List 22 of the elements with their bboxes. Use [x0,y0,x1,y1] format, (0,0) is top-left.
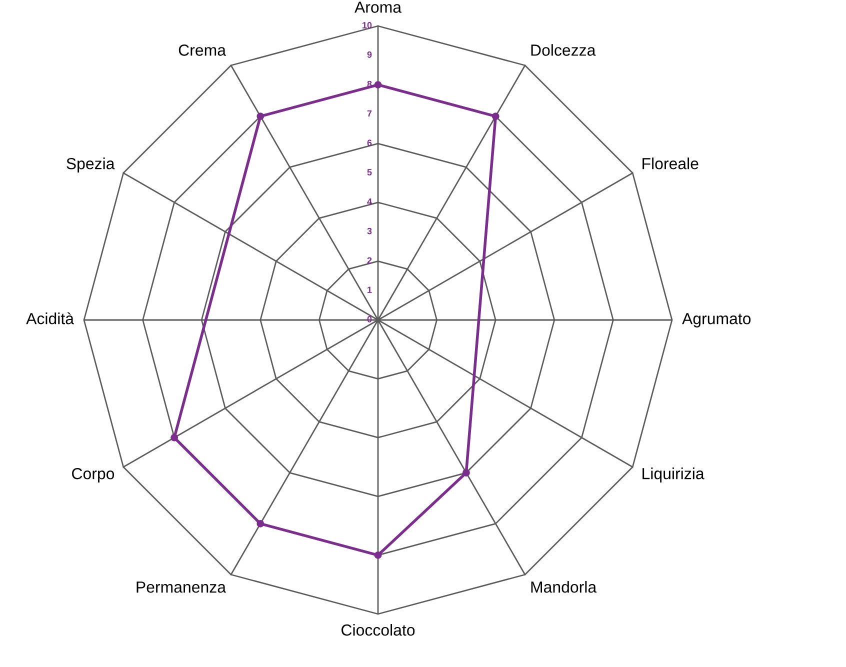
y-tick-label: 6 [367,140,372,146]
y-tick-label: 4 [367,198,372,205]
y-tick-label: 9 [367,51,372,58]
spoke-label: Dolcezza [531,44,596,56]
y-tick-label: 1 [368,286,372,293]
spoke-label: Corpo [72,468,114,482]
spoke-label: Floreale [642,158,698,170]
y-tick-label: 5 [367,169,372,176]
y-tick-label: 2 [367,257,372,264]
spoke-label: Cioccolato [342,624,415,636]
spoke-label: Liquirizia [642,468,704,482]
spoke-label: Aroma [354,2,402,13]
y-tick-label: 0 [367,316,372,322]
spoke-label: Mandorla [531,581,597,593]
y-tick-label: 10 [362,22,372,28]
spoke-label: Spezia [66,158,115,172]
y-tick-label: 3 [367,228,372,234]
spoke-label: Permanenza [136,582,226,593]
spoke-label: Acidità [26,312,74,324]
y-tick-label: 7 [367,110,372,117]
spoke-label: Crema [178,44,226,56]
spoke-label: Agrumato [682,313,751,328]
